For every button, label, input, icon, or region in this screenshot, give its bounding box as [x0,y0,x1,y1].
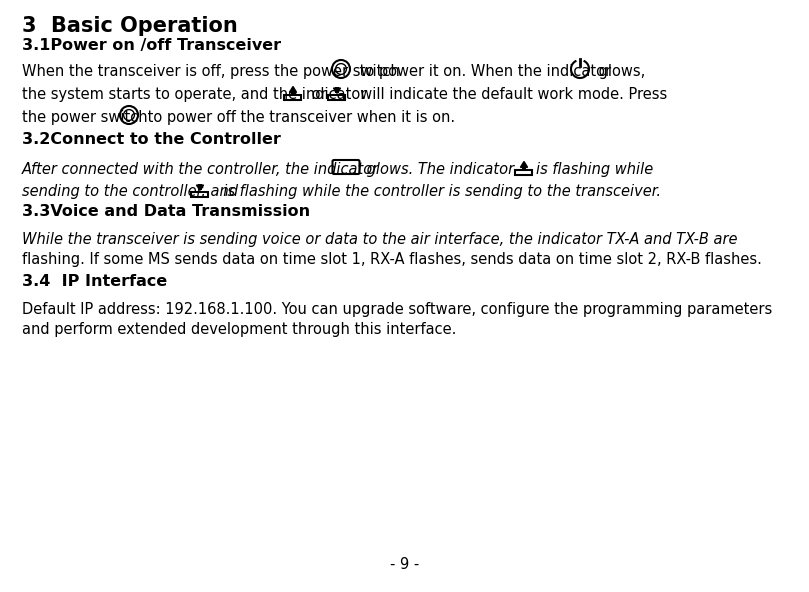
Text: glows. The indicator: glows. The indicator [362,162,519,177]
Text: glows,: glows, [594,64,646,79]
Bar [336,88,338,94]
Bar [198,184,201,185]
Bar [198,185,201,190]
Text: 3.4  IP Interface: 3.4 IP Interface [22,274,167,289]
Polygon shape [197,185,204,190]
Bar [523,168,526,170]
Text: or: or [307,87,331,102]
Text: When the transceiver is off, press the power switch: When the transceiver is off, press the p… [22,64,404,79]
Text: and perform extended development through this interface.: and perform extended development through… [22,322,456,337]
Text: 3.1Power on /off Transceiver: 3.1Power on /off Transceiver [22,38,281,53]
Polygon shape [290,86,297,92]
Text: Default IP address: 192.168.1.100. You can upgrade software, configure the progr: Default IP address: 192.168.1.100. You c… [22,302,773,317]
Bar [291,92,294,95]
Polygon shape [333,88,341,94]
Bar [285,95,302,99]
Text: is flashing while the controller is sending to the transceiver.: is flashing while the controller is send… [214,184,661,199]
Text: the power switch: the power switch [22,110,152,125]
Bar [515,170,532,175]
Text: to power off the transceiver when it is on.: to power off the transceiver when it is … [143,110,455,125]
Text: After connected with the controller, the indicator: After connected with the controller, the… [22,162,384,177]
Text: - 9 -: - 9 - [390,557,419,572]
Text: to power it on. When the indicator: to power it on. When the indicator [355,64,616,79]
Text: is flashing while: is flashing while [536,162,653,177]
Bar [336,86,338,88]
Text: 3.2Connect to the Controller: 3.2Connect to the Controller [22,132,281,147]
Polygon shape [520,162,527,168]
Text: the system starts to operate, and the indicator: the system starts to operate, and the in… [22,87,371,102]
Text: flashing. If some MS sends data on time slot 1, RX-A flashes, sends data on time: flashing. If some MS sends data on time … [22,252,762,267]
Text: 3  Basic Operation: 3 Basic Operation [22,16,238,36]
Bar [328,95,345,99]
Text: sending to the controller, and: sending to the controller, and [22,184,243,199]
Text: 3.3Voice and Data Transmission: 3.3Voice and Data Transmission [22,204,310,219]
Text: While the transceiver is sending voice or data to the air interface, the indicat: While the transceiver is sending voice o… [22,232,738,247]
Bar [192,192,209,197]
Text: will indicate the default work mode. Press: will indicate the default work mode. Pre… [351,87,667,102]
